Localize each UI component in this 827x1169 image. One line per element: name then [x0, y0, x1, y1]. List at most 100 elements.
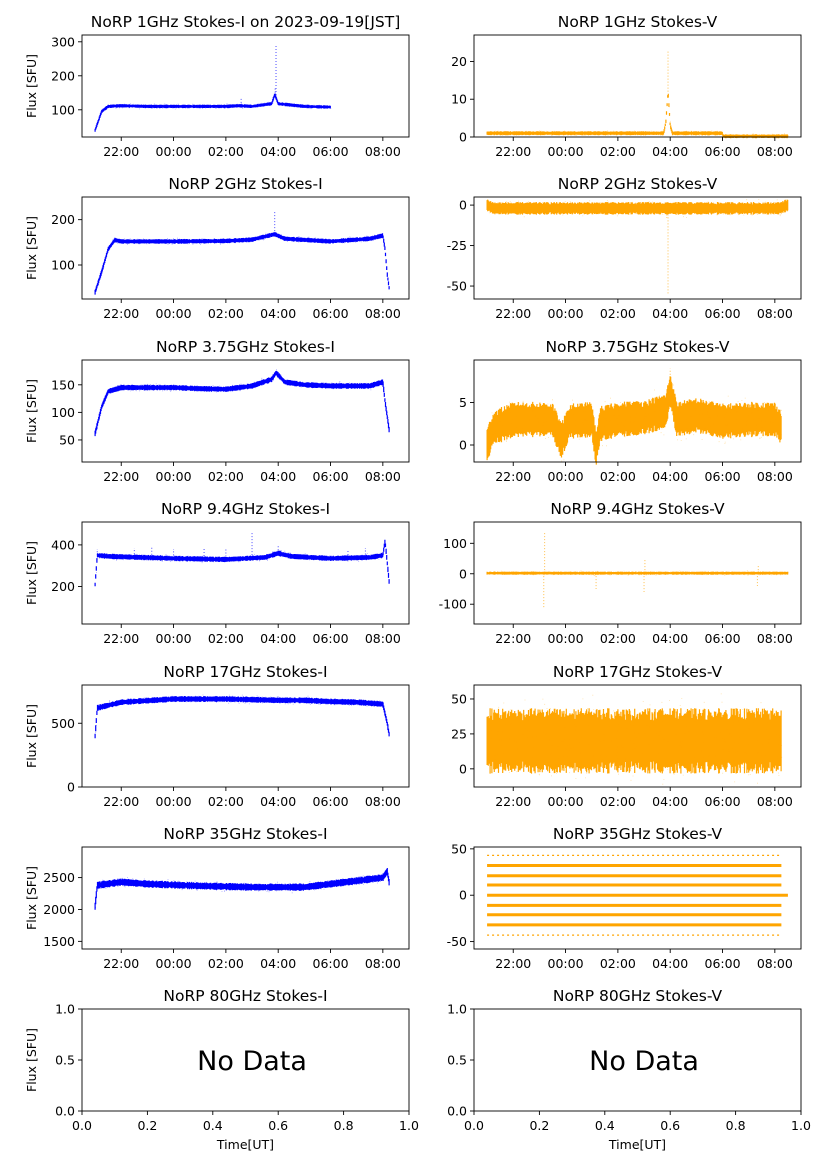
series-band: [486, 93, 789, 139]
y-tick-label: -25: [447, 238, 467, 253]
series-scatter: [487, 199, 788, 218]
x-tick-label: 04:00: [260, 631, 296, 646]
x-tick-label: 22:00: [495, 794, 531, 809]
y-tick-label: 200: [51, 68, 75, 83]
x-tick-label: 22:00: [103, 956, 139, 971]
series-scatter: [487, 378, 782, 462]
plot-frame: [473, 684, 802, 788]
plot-frame: [81, 196, 410, 300]
y-tick-label: 0: [459, 761, 467, 776]
x-tick-label: 04:00: [652, 306, 688, 321]
x-tick-label: 22:00: [103, 469, 139, 484]
plot-frame: [81, 34, 410, 138]
x-tick-label: 06:00: [705, 306, 741, 321]
x-tick-label: 04:00: [260, 469, 296, 484]
x-tick-label: 00:00: [548, 956, 584, 971]
plot-frame: [81, 846, 410, 950]
y-tick-label: 0: [459, 566, 467, 581]
x-tick-label: 02:00: [208, 956, 244, 971]
y-tick-label: 100: [51, 258, 75, 273]
series-points: [486, 531, 789, 608]
y-tick-label: 25: [451, 726, 467, 741]
x-tick-label: 06:00: [313, 469, 349, 484]
series-points: [486, 199, 789, 295]
series-scatter: [95, 369, 389, 435]
y-tick-label: 2500: [43, 870, 75, 885]
y-tick-label: 200: [51, 212, 75, 227]
x-tick-label: 06:00: [313, 306, 349, 321]
x-tick-label: 02:00: [600, 306, 636, 321]
x-tick-label: 08:00: [365, 631, 401, 646]
y-tick-label: 150: [51, 377, 75, 392]
x-tick-label: 22:00: [495, 306, 531, 321]
y-tick-label: 1500: [43, 934, 75, 949]
x-tick-label: 08:00: [757, 794, 793, 809]
plot-frame: [81, 359, 410, 463]
y-tick-label: 0.5: [447, 1053, 467, 1068]
x-tick-label: 22:00: [495, 956, 531, 971]
series-points: [486, 368, 782, 465]
y-tick-label: 2000: [43, 902, 75, 917]
x-tick-label: 06:00: [705, 144, 741, 159]
series-band: [94, 232, 390, 295]
x-tick-label: 00:00: [548, 794, 584, 809]
x-tick-label: 1.0: [399, 1118, 419, 1133]
plot-frame: [81, 684, 410, 788]
y-tick-label: 5: [459, 395, 467, 410]
x-tick-label: 00:00: [156, 794, 192, 809]
series-band: [94, 370, 390, 437]
y-axis-label: Flux [SFU]: [24, 379, 39, 443]
x-tick-label: 0.6: [268, 1118, 288, 1133]
x-axis-label: Time[UT]: [216, 1137, 274, 1152]
no-data-label: No Data: [197, 1046, 307, 1077]
y-tick-label: 50: [451, 691, 467, 706]
panel-title: NoRP 17GHz Stokes-I: [163, 663, 327, 681]
plot-frame: [81, 521, 410, 625]
x-tick-label: 04:00: [260, 794, 296, 809]
y-tick-label: 500: [51, 716, 75, 731]
series-points: [94, 694, 390, 739]
series-points: [94, 369, 390, 437]
x-tick-label: 0.2: [137, 1118, 157, 1133]
panel-p4i: NoRP 9.4GHz Stokes-I Flux [SFU] 200 400 22:0…: [24, 500, 410, 646]
panel-p7v: NoRP 80GHz Stokes-V Time[UT] No Data 0.0 0.5…: [447, 987, 811, 1152]
x-tick-label: 02:00: [600, 794, 636, 809]
series-points: [94, 210, 390, 295]
x-tick-label: 08:00: [757, 469, 793, 484]
x-tick-label: 06:00: [313, 144, 349, 159]
x-tick-label: 0.0: [464, 1118, 484, 1133]
x-tick-label: 08:00: [757, 306, 793, 321]
plot-frame: [473, 34, 802, 138]
x-tick-label: 08:00: [757, 956, 793, 971]
x-tick-label: 00:00: [548, 306, 584, 321]
panel-title: NoRP 2GHz Stokes-V: [558, 175, 718, 193]
x-tick-label: 0.6: [660, 1118, 680, 1133]
series-scatter: [95, 93, 332, 129]
y-axis-label: Flux [SFU]: [24, 704, 39, 768]
x-tick-label: 08:00: [365, 306, 401, 321]
series-band: [486, 199, 789, 215]
panel-title: NoRP 1GHz Stokes-V: [558, 13, 718, 31]
y-axis-label: Flux [SFU]: [24, 54, 39, 118]
x-tick-label: 04:00: [652, 631, 688, 646]
x-axis-label: Time[UT]: [608, 1137, 666, 1152]
x-tick-label: 00:00: [156, 956, 192, 971]
x-tick-label: 08:00: [757, 631, 793, 646]
y-tick-label: 0.5: [55, 1053, 75, 1068]
y-tick-label: 0: [459, 198, 467, 213]
panel-title: NoRP 35GHz Stokes-I: [163, 825, 327, 843]
x-tick-label: 00:00: [156, 469, 192, 484]
panel-title: NoRP 3.75GHz Stokes-V: [545, 338, 729, 356]
x-tick-label: 00:00: [548, 469, 584, 484]
x-tick-label: 06:00: [705, 794, 741, 809]
y-tick-label: 20: [451, 54, 467, 69]
series-points: [486, 693, 783, 785]
series-scatter: [488, 570, 789, 576]
x-tick-label: 00:00: [548, 144, 584, 159]
panel-p3i: NoRP 3.75GHz Stokes-I Flux [SFU] 50 100 150 2…: [24, 338, 410, 484]
series-points: [94, 45, 332, 132]
x-tick-label: 00:00: [156, 306, 192, 321]
x-tick-label: 04:00: [260, 144, 296, 159]
x-tick-label: 0.8: [334, 1118, 354, 1133]
y-tick-label: -50: [447, 934, 467, 949]
